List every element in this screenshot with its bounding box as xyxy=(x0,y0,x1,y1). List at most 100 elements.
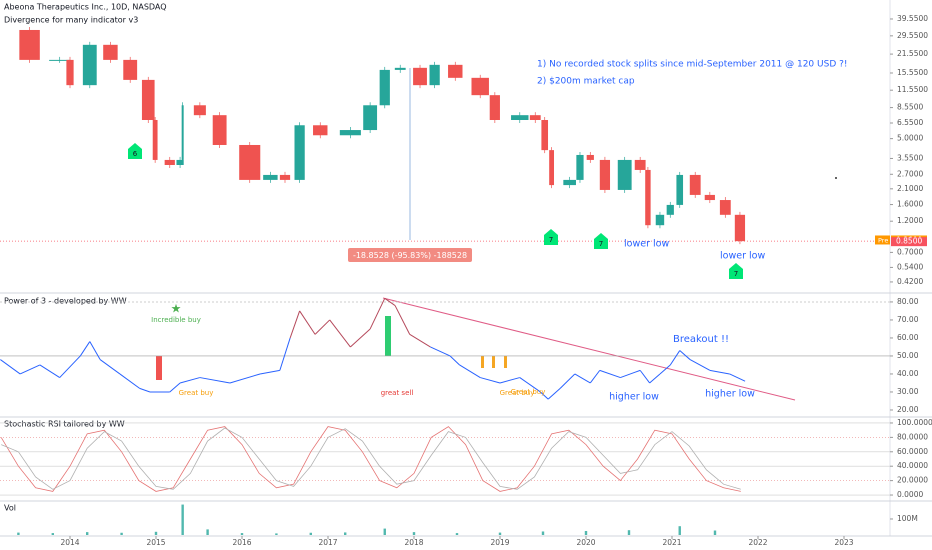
x-tick-label: 2023 xyxy=(834,538,853,547)
signal-marker xyxy=(594,233,608,249)
candle xyxy=(634,159,646,170)
candle xyxy=(676,174,684,205)
candle xyxy=(734,214,746,242)
candle xyxy=(279,174,291,180)
y-tick-label: 2.7000 xyxy=(897,169,923,178)
annotation: Great buy xyxy=(179,389,214,397)
candle xyxy=(429,64,440,86)
indicator-line xyxy=(314,319,331,335)
candle xyxy=(586,154,594,160)
signal-marker-label: 7 xyxy=(549,236,553,244)
signal-marker xyxy=(128,143,142,159)
indicator-line xyxy=(574,373,591,384)
candle xyxy=(413,67,427,86)
candle xyxy=(689,174,701,195)
volume-bar xyxy=(541,531,545,535)
candle xyxy=(576,154,584,180)
indicator-line xyxy=(589,370,601,384)
volume-bar xyxy=(120,532,123,535)
y-tick-label: 0.7000 xyxy=(897,247,923,256)
signal-marker-label: 7 xyxy=(734,270,738,278)
stoch-line xyxy=(0,426,741,492)
indicator-line xyxy=(480,377,501,384)
y-tick-label: 39.5500 xyxy=(897,14,928,23)
annotation: 2) $200m market cap xyxy=(537,77,635,87)
indicator-line xyxy=(729,373,746,382)
y-tick-label: 60.00 xyxy=(897,333,919,342)
indicator-line xyxy=(620,369,641,379)
candle xyxy=(563,179,576,186)
y-tick-label: 2.1000 xyxy=(897,184,923,193)
measure-box xyxy=(348,248,472,262)
y-tick-label: 40.00 xyxy=(897,369,919,378)
candle xyxy=(19,29,40,60)
indicator-line xyxy=(279,337,291,371)
y-tick-label: 5.0000 xyxy=(897,134,923,143)
candle xyxy=(363,105,378,131)
indicator-line xyxy=(449,355,460,366)
x-tick-label: 2015 xyxy=(146,538,165,547)
y-tick-label: 0.0000 xyxy=(897,490,923,499)
indicator-line xyxy=(89,341,101,360)
premarket-tag-label: Pre xyxy=(878,236,888,244)
annotation: Incredible buy xyxy=(151,316,201,324)
signal-bar xyxy=(156,356,162,380)
indicator-line xyxy=(459,364,481,378)
indicator-line xyxy=(329,319,351,348)
volume-bar xyxy=(383,528,386,535)
candle xyxy=(212,115,227,145)
volume-bar xyxy=(206,529,209,535)
signal-bar xyxy=(385,316,391,356)
indicator-line xyxy=(559,373,576,389)
candle xyxy=(123,59,138,80)
y-tick-label: 1.2000 xyxy=(897,216,923,225)
y-tick-label: 80.00 xyxy=(897,297,919,306)
signal-bar xyxy=(481,356,484,368)
indicator-line xyxy=(547,387,561,400)
indicator-line xyxy=(289,310,301,339)
chart-title: Abeona Therapeutics Inc., 10D, NASDAQ xyxy=(4,3,167,12)
y-tick-label: 11.5500 xyxy=(897,85,928,94)
volume-bar xyxy=(584,530,588,535)
annotation: higher low xyxy=(705,389,755,400)
annotation: lower low xyxy=(720,251,765,262)
volume-bar xyxy=(455,533,459,535)
candle xyxy=(263,174,278,180)
measure-label: -18.8528 (-95.83%) -188528 xyxy=(353,251,467,260)
annotation: Great buy xyxy=(511,388,546,396)
y-tick-label: 100M xyxy=(897,514,918,523)
indicator-line xyxy=(669,350,681,366)
y-tick-label: 29.5500 xyxy=(897,31,928,40)
y-tick-label: 20.00 xyxy=(897,405,919,414)
x-tick-label: 2014 xyxy=(60,538,79,547)
y-tick-label: 3.5500 xyxy=(897,153,923,162)
annotation: lower low xyxy=(624,239,669,250)
candle xyxy=(617,159,632,190)
stoch-line xyxy=(1,427,741,490)
indicator-line xyxy=(639,370,651,384)
candle xyxy=(294,125,305,180)
indicator-line xyxy=(709,369,730,375)
indicator-line xyxy=(119,373,140,389)
x-tick-label: 2016 xyxy=(232,538,251,547)
y-tick-label: 15.5500 xyxy=(897,68,928,77)
premarket-tag xyxy=(875,235,890,245)
volume-bar xyxy=(181,504,184,535)
indicator-name: Divergence for many indicator v3 xyxy=(4,16,138,25)
candle xyxy=(511,115,529,120)
candle xyxy=(66,59,74,86)
indicator-line xyxy=(350,328,371,348)
indicator-line xyxy=(19,364,41,375)
candle xyxy=(141,79,155,120)
volume-bar xyxy=(498,532,502,535)
candle xyxy=(549,150,555,186)
pane-title: Power of 3 - developed by WW xyxy=(4,297,127,306)
y-tick-label: 60.0000 xyxy=(897,447,928,456)
candle xyxy=(471,77,489,96)
candle xyxy=(152,119,158,160)
volume-bar xyxy=(51,533,55,535)
y-tick-label: 0.5400 xyxy=(897,262,923,271)
volume-bar xyxy=(275,533,278,535)
x-tick-label: 2020 xyxy=(576,538,595,547)
